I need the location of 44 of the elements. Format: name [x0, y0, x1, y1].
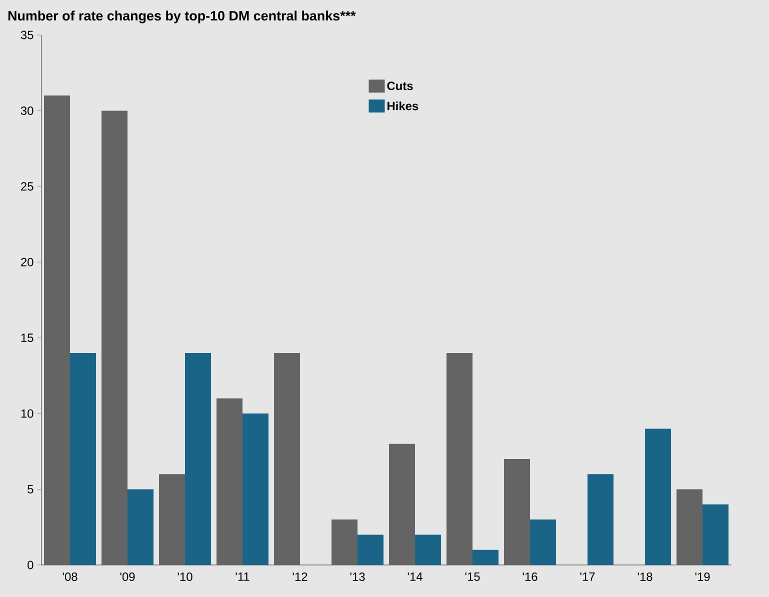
- bar: [70, 352, 96, 565]
- legend-label: Hikes: [388, 101, 418, 110]
- y-tick-label: 20: [21, 258, 34, 266]
- bar: [530, 520, 556, 565]
- bar: [358, 534, 384, 565]
- chart-title: Number of rate changes by top-10 DM central banks***: [8, 10, 356, 24]
- bar: [415, 534, 442, 565]
- bar: [274, 352, 300, 565]
- bar: [185, 352, 212, 565]
- x-tick-label: '13: [350, 572, 365, 581]
- bar: [645, 428, 672, 565]
- y-tick-label: 10: [21, 409, 34, 418]
- y-tick-label: 0: [28, 560, 34, 570]
- bar: [472, 550, 499, 565]
- x-tick-label: '19: [695, 572, 710, 581]
- y-tick-label: 5: [28, 485, 34, 494]
- bar: [216, 398, 243, 565]
- bar: [588, 474, 614, 565]
- bar: [332, 520, 358, 565]
- bar: [676, 489, 703, 565]
- x-tick-label: '16: [522, 572, 538, 581]
- bar: [446, 352, 473, 565]
- bar: [44, 96, 70, 565]
- x-tick-label: '15: [465, 572, 480, 581]
- bar: [242, 414, 269, 565]
- x-tick-label: '08: [62, 572, 78, 581]
- bar: [102, 110, 128, 565]
- x-tick-label: '17: [580, 572, 595, 581]
- x-tick-label: '12: [292, 572, 308, 581]
- x-tick-label: '14: [408, 572, 422, 581]
- legend-label: Cuts: [387, 82, 413, 90]
- y-tick-label: 15: [21, 334, 34, 342]
- bar: [389, 444, 416, 565]
- bar: [159, 474, 186, 565]
- x-tick-label: '18: [638, 572, 652, 581]
- y-tick-label: 35: [20, 30, 34, 40]
- bar: [504, 458, 530, 565]
- x-tick-label: '10: [178, 572, 192, 581]
- y-tick-label: 30: [20, 106, 34, 115]
- bar: [702, 504, 729, 565]
- y-tick-label: 25: [21, 182, 34, 191]
- x-tick-label: '09: [120, 572, 135, 581]
- bar: [128, 489, 154, 565]
- x-tick-label: '11: [236, 572, 250, 581]
